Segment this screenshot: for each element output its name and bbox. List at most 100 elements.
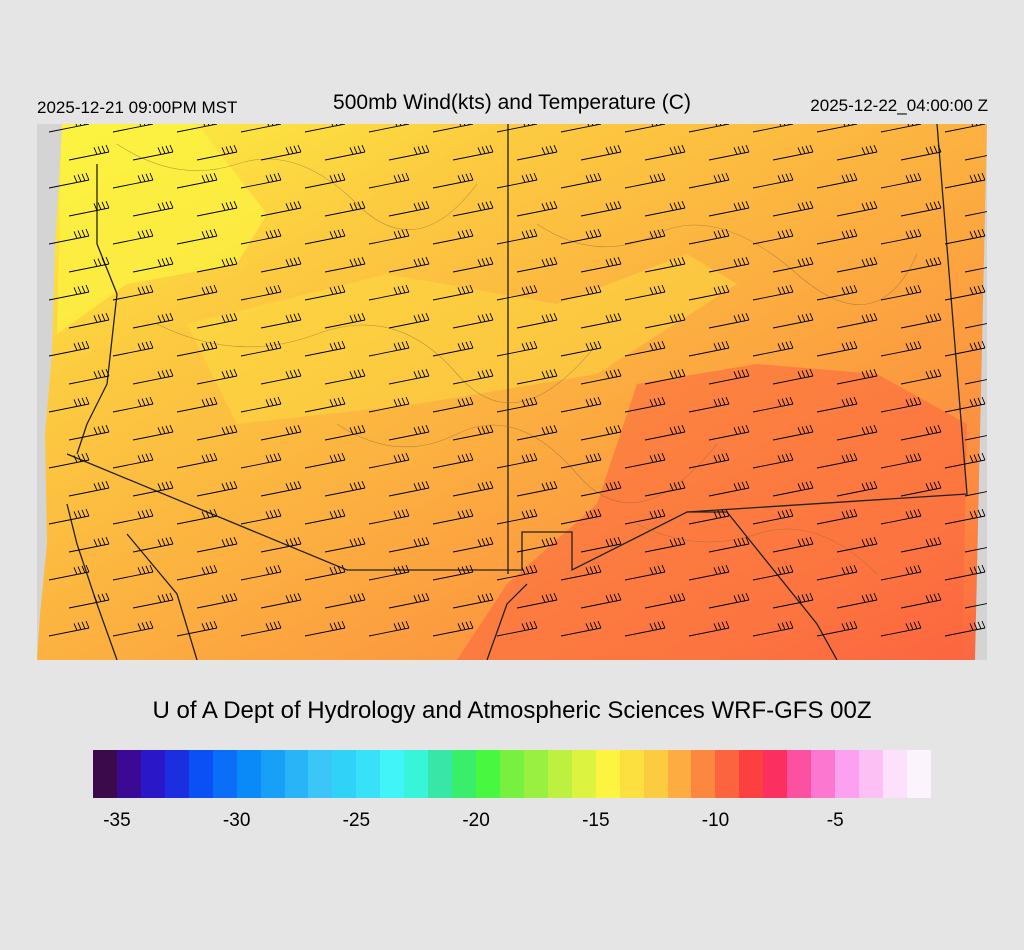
wind-barb [432, 396, 474, 413]
wind-barb [688, 564, 730, 581]
wind-barb [176, 340, 218, 357]
wind-barb [708, 368, 750, 385]
wind-barb [388, 312, 430, 329]
wind-barb [944, 620, 986, 637]
wind-barb [708, 592, 750, 609]
wind-barb [688, 452, 730, 469]
wind-barb [708, 424, 750, 441]
wind-barb [196, 536, 238, 553]
wind-barb [644, 144, 686, 161]
wind-barb [516, 480, 558, 497]
wind-barb [880, 620, 922, 637]
wind-barb [432, 228, 474, 245]
colorbar-swatch [116, 750, 141, 798]
colorbar-swatch [595, 750, 620, 798]
wind-barb [368, 564, 410, 581]
wind-barb [324, 312, 366, 329]
wind-barb [388, 424, 430, 441]
wind-barb [880, 124, 922, 133]
wind-barb [624, 396, 666, 413]
wind-barb [176, 564, 218, 581]
wind-barb [240, 564, 282, 581]
border-ca-mx [66, 503, 118, 660]
wind-barb [772, 256, 814, 273]
wind-barb [68, 480, 110, 497]
wind-barb [176, 508, 218, 525]
wind-barb [260, 424, 302, 441]
wind-barb [964, 267, 987, 273]
wind-barb [388, 256, 430, 273]
border-mexico [66, 453, 838, 660]
wind-barb [580, 256, 622, 273]
wind-barb [644, 480, 686, 497]
wind-barb [644, 424, 686, 441]
wind-barb [900, 312, 942, 329]
colorbar-swatch [643, 750, 668, 798]
wind-barb [580, 480, 622, 497]
wind-barb [324, 368, 366, 385]
wind-barb [688, 340, 730, 357]
wind-barb [516, 144, 558, 161]
colorbar-swatch [284, 750, 309, 798]
wind-barb [132, 200, 174, 217]
wind-barb [560, 452, 602, 469]
wind-barb [304, 396, 346, 413]
wind-barb [196, 256, 238, 273]
wind-barb [880, 172, 922, 189]
wind-barb [964, 155, 987, 161]
wind-barb [560, 124, 602, 133]
wind-barb [516, 536, 558, 553]
wind-barb [708, 144, 750, 161]
wind-barb [368, 172, 410, 189]
wind-barb [880, 452, 922, 469]
wind-barb [752, 228, 794, 245]
colorbar-swatch [882, 750, 907, 798]
wind-barb [964, 323, 987, 329]
wind-barb [816, 284, 858, 301]
wind-barb [452, 536, 494, 553]
wind-barb [68, 144, 110, 161]
wind-barb [516, 200, 558, 217]
wind-barb [772, 200, 814, 217]
wind-barb [196, 480, 238, 497]
colorbar-swatch [236, 750, 261, 798]
wind-barb [624, 172, 666, 189]
wind-barb [708, 312, 750, 329]
wind-barb [708, 200, 750, 217]
wind-barb [752, 396, 794, 413]
wind-barb [196, 312, 238, 329]
wind-barb [196, 200, 238, 217]
wind-barb [964, 603, 987, 609]
wind-barb [112, 508, 154, 525]
wind-barb [944, 396, 986, 413]
wind-barb [624, 620, 666, 637]
wind-barb [816, 340, 858, 357]
wind-barb [560, 340, 602, 357]
wind-barb [388, 368, 430, 385]
colorbar-swatch [667, 750, 692, 798]
wind-barb [324, 536, 366, 553]
wind-barb [240, 452, 282, 469]
wind-barb [752, 284, 794, 301]
state-borders [66, 124, 968, 660]
wind-barb [68, 312, 110, 329]
colorbar-swatch [404, 750, 429, 798]
colorbar-tick-label: -10 [701, 810, 730, 831]
wind-barb [432, 564, 474, 581]
wind-barb [112, 172, 154, 189]
temperature-colorbar [93, 750, 931, 798]
wind-barb [496, 452, 538, 469]
wind-barb [324, 480, 366, 497]
wind-barb [496, 340, 538, 357]
colorbar-swatch [739, 750, 764, 798]
wind-barb [708, 256, 750, 273]
wind-barb [48, 228, 90, 245]
colorbar-swatch [763, 750, 788, 798]
colorbar-tick-label: -35 [103, 810, 131, 831]
wind-barb [368, 284, 410, 301]
wind-barb [880, 396, 922, 413]
wind-barb [688, 508, 730, 525]
wind-barb [688, 124, 730, 133]
wind-barb [68, 424, 110, 441]
wind-barb [324, 200, 366, 217]
